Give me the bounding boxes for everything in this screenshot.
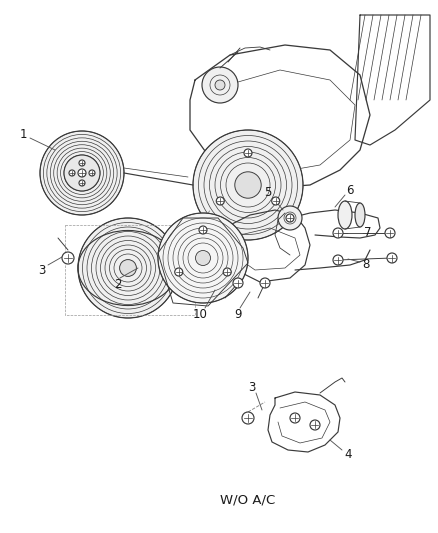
Text: 3: 3: [248, 382, 255, 394]
Circle shape: [158, 213, 247, 303]
Circle shape: [244, 149, 251, 157]
Circle shape: [79, 160, 85, 166]
Ellipse shape: [337, 201, 351, 229]
Text: 4: 4: [343, 448, 351, 462]
Circle shape: [271, 197, 279, 205]
Text: W/O A/C: W/O A/C: [220, 494, 275, 506]
Text: 5: 5: [264, 187, 271, 199]
Circle shape: [233, 278, 243, 288]
Circle shape: [277, 206, 301, 230]
Circle shape: [64, 155, 100, 191]
Circle shape: [201, 67, 237, 103]
Circle shape: [290, 413, 299, 423]
Circle shape: [62, 252, 74, 264]
Circle shape: [79, 180, 85, 186]
Ellipse shape: [354, 203, 364, 227]
Circle shape: [69, 170, 75, 176]
Circle shape: [89, 170, 95, 176]
Circle shape: [216, 197, 224, 205]
Circle shape: [234, 172, 261, 198]
Circle shape: [332, 228, 342, 238]
Circle shape: [384, 228, 394, 238]
Circle shape: [195, 251, 210, 265]
Circle shape: [174, 268, 182, 276]
Circle shape: [193, 130, 302, 240]
Text: 2: 2: [114, 278, 121, 290]
Text: 3: 3: [38, 264, 46, 278]
Circle shape: [285, 214, 293, 222]
Circle shape: [241, 412, 254, 424]
Text: 9: 9: [234, 309, 241, 321]
Text: 1: 1: [19, 127, 27, 141]
Circle shape: [386, 253, 396, 263]
Circle shape: [119, 260, 136, 277]
Text: 6: 6: [346, 184, 353, 198]
Circle shape: [78, 169, 86, 177]
Text: 8: 8: [361, 257, 369, 271]
Circle shape: [78, 218, 177, 318]
Circle shape: [40, 131, 124, 215]
Circle shape: [259, 278, 269, 288]
Circle shape: [71, 162, 92, 184]
Text: 10: 10: [192, 309, 207, 321]
Circle shape: [223, 268, 231, 276]
Circle shape: [332, 255, 342, 265]
Circle shape: [198, 226, 207, 234]
Circle shape: [215, 80, 225, 90]
Circle shape: [309, 420, 319, 430]
Text: 7: 7: [364, 227, 371, 239]
